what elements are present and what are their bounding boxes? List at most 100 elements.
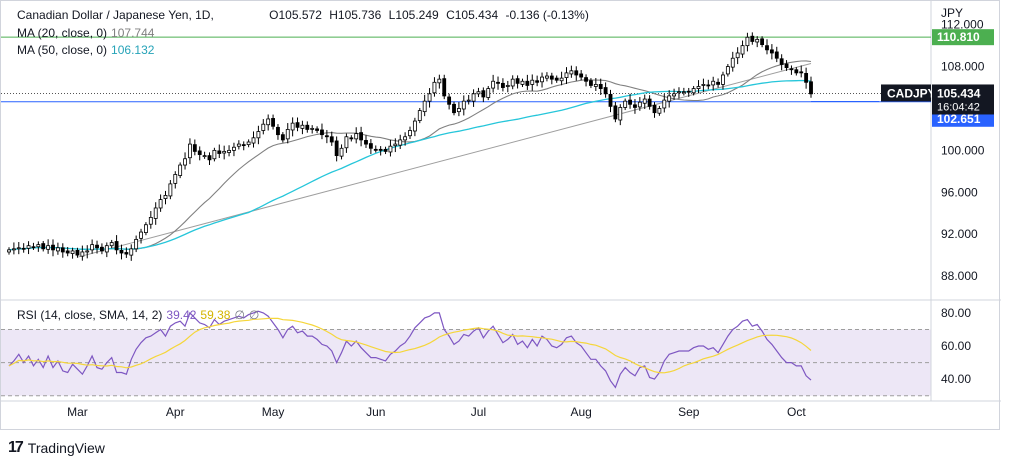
candle[interactable] bbox=[799, 65, 804, 78]
candle[interactable] bbox=[408, 126, 412, 139]
candle[interactable] bbox=[124, 247, 129, 258]
candle[interactable] bbox=[320, 123, 324, 140]
candle[interactable] bbox=[85, 245, 90, 259]
candle[interactable] bbox=[324, 129, 329, 144]
candle[interactable] bbox=[520, 78, 525, 88]
candle[interactable] bbox=[339, 144, 344, 160]
candle[interactable] bbox=[540, 72, 544, 88]
candle[interactable] bbox=[300, 120, 305, 135]
candle[interactable] bbox=[129, 244, 134, 261]
candles[interactable] bbox=[7, 32, 813, 261]
candle[interactable] bbox=[388, 139, 393, 157]
candle[interactable] bbox=[256, 125, 261, 145]
candle[interactable] bbox=[80, 245, 85, 261]
candle[interactable] bbox=[378, 146, 383, 156]
candle[interactable] bbox=[505, 80, 510, 93]
candle[interactable] bbox=[701, 78, 706, 92]
candle[interactable] bbox=[359, 126, 364, 147]
candle[interactable] bbox=[637, 97, 642, 111]
candle[interactable] bbox=[178, 162, 183, 179]
candle[interactable] bbox=[368, 139, 373, 155]
candle[interactable] bbox=[188, 138, 192, 165]
candle[interactable] bbox=[491, 74, 496, 93]
candle[interactable] bbox=[711, 76, 716, 91]
candle[interactable] bbox=[26, 241, 31, 255]
candle[interactable] bbox=[144, 222, 148, 236]
candle[interactable] bbox=[681, 87, 686, 96]
candle[interactable] bbox=[31, 242, 36, 250]
candle[interactable] bbox=[730, 51, 735, 72]
candle[interactable] bbox=[677, 87, 681, 99]
candle[interactable] bbox=[584, 74, 588, 87]
candle[interactable] bbox=[765, 39, 769, 55]
candle[interactable] bbox=[593, 78, 598, 92]
candle[interactable] bbox=[422, 94, 427, 117]
candle[interactable] bbox=[276, 124, 280, 140]
candle[interactable] bbox=[545, 72, 549, 82]
candle[interactable] bbox=[251, 131, 256, 148]
candle[interactable] bbox=[153, 202, 158, 225]
candle[interactable] bbox=[241, 141, 246, 151]
candle[interactable] bbox=[530, 74, 535, 91]
candle[interactable] bbox=[750, 32, 755, 45]
candle[interactable] bbox=[305, 121, 310, 133]
candle[interactable] bbox=[65, 247, 70, 257]
candle[interactable] bbox=[7, 247, 11, 255]
candle[interactable] bbox=[344, 133, 349, 153]
candle[interactable] bbox=[310, 125, 315, 134]
candle[interactable] bbox=[246, 139, 251, 148]
candle[interactable] bbox=[261, 119, 266, 135]
candle[interactable] bbox=[232, 142, 236, 157]
candle[interactable] bbox=[139, 228, 143, 244]
candle[interactable] bbox=[496, 76, 500, 90]
rsi-legend[interactable]: RSI (14, close, SMA, 14, 2) 39.42 59.38 ∅ ∅ bbox=[17, 308, 259, 322]
candle[interactable] bbox=[114, 235, 119, 255]
candle[interactable] bbox=[41, 240, 46, 252]
candle[interactable] bbox=[148, 211, 153, 229]
candle[interactable] bbox=[589, 78, 593, 89]
candle[interactable] bbox=[349, 135, 354, 142]
candle[interactable] bbox=[46, 239, 51, 254]
candle[interactable] bbox=[667, 90, 672, 108]
candle[interactable] bbox=[686, 87, 691, 97]
candle[interactable] bbox=[735, 47, 740, 65]
candle[interactable] bbox=[75, 247, 80, 258]
candle[interactable] bbox=[99, 243, 104, 255]
candle[interactable] bbox=[70, 247, 75, 259]
candle[interactable] bbox=[535, 75, 540, 87]
candle[interactable] bbox=[271, 114, 275, 130]
rsi-line[interactable] bbox=[8, 310, 812, 389]
candle[interactable] bbox=[354, 127, 359, 144]
tradingview-logo-icon[interactable]: 17 bbox=[8, 439, 24, 456]
candle[interactable] bbox=[461, 95, 466, 116]
candle[interactable] bbox=[525, 74, 530, 90]
candle[interactable] bbox=[383, 146, 388, 155]
symbol-badge[interactable]: CADJPY bbox=[887, 86, 936, 100]
candle[interactable] bbox=[60, 243, 65, 258]
candle[interactable] bbox=[36, 241, 41, 252]
candle[interactable] bbox=[55, 242, 60, 255]
candle[interactable] bbox=[456, 102, 461, 117]
candle[interactable] bbox=[452, 101, 456, 116]
time-axis[interactable]: Mar Apr May Jun Jul Aug Sep Oct bbox=[67, 405, 806, 419]
candle[interactable] bbox=[500, 78, 505, 92]
candle[interactable] bbox=[222, 145, 227, 160]
candle[interactable] bbox=[559, 71, 564, 86]
candle[interactable] bbox=[633, 99, 637, 114]
ma20-legend[interactable]: MA (20, close, 0) 107.744 bbox=[17, 26, 154, 40]
candle[interactable] bbox=[740, 40, 745, 58]
candle[interactable] bbox=[755, 36, 760, 48]
candle[interactable] bbox=[315, 126, 320, 134]
ma50-legend[interactable]: MA (50, close, 0) 106.132 bbox=[17, 43, 154, 57]
candle[interactable] bbox=[745, 32, 750, 52]
candle[interactable] bbox=[642, 94, 647, 110]
candle[interactable] bbox=[579, 70, 584, 81]
candle[interactable] bbox=[90, 239, 95, 254]
candle[interactable] bbox=[173, 171, 178, 189]
candle[interactable] bbox=[779, 54, 784, 71]
candle[interactable] bbox=[373, 145, 378, 153]
candle[interactable] bbox=[442, 74, 447, 100]
candle[interactable] bbox=[183, 152, 187, 170]
